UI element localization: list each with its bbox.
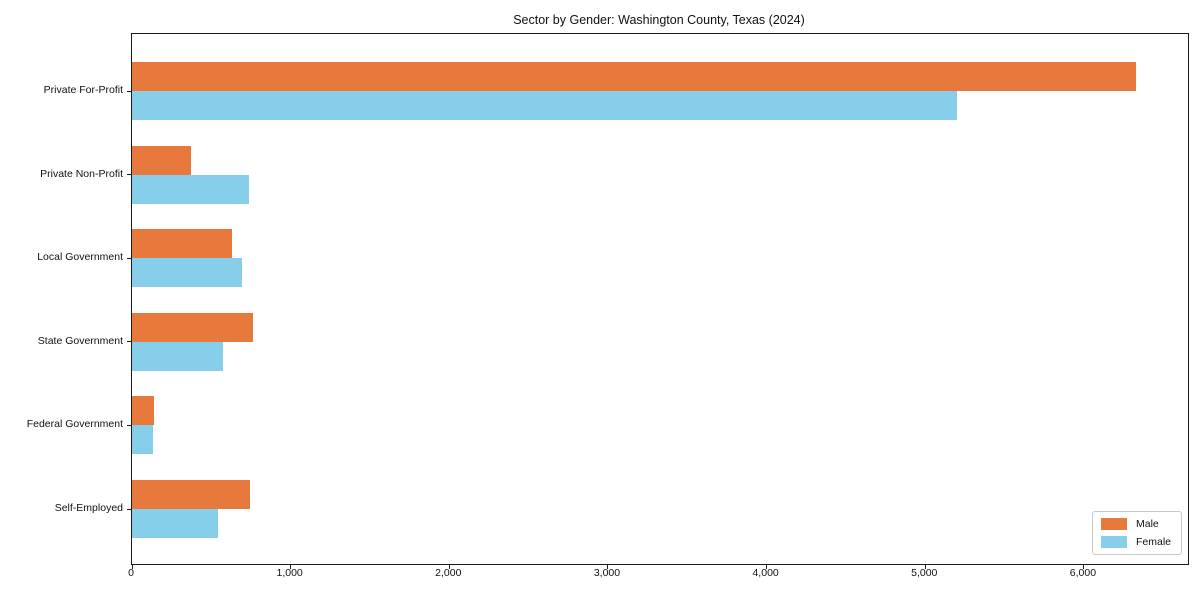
category-label: Local Government — [37, 251, 123, 264]
x-tick-mark — [607, 565, 609, 569]
category-label: Self-Employed — [54, 502, 123, 514]
legend: Male Female — [1091, 511, 1182, 555]
x-tick-label: 0 — [128, 567, 134, 579]
x-tick-label: 2,000 — [435, 567, 462, 579]
x-tick-mark — [131, 565, 133, 569]
bar-female-private-for-profit — [132, 91, 957, 120]
bar-female-private-non-profit — [132, 174, 250, 204]
bar-female-local-government — [132, 258, 243, 288]
y-tick-mark — [127, 341, 131, 343]
x-tick-label: 1,000 — [276, 567, 303, 579]
bar-male-private-for-profit — [132, 62, 1137, 91]
bar-female-self-employed — [132, 509, 218, 538]
category-label: Private For-Profit — [43, 84, 123, 96]
x-tick-mark — [924, 565, 926, 569]
chart-title: Sector by Gender: Washington County, Tex… — [513, 13, 805, 27]
category-label: Private Non-Profit — [40, 167, 123, 180]
bar-male-local-government — [132, 229, 232, 259]
y-tick-mark — [127, 508, 131, 510]
y-axis-labels: Private For-Profit Private Non-Profit Loca… — [0, 33, 123, 563]
y-tick-mark — [127, 424, 131, 426]
legend-item-female: Female — [1100, 536, 1171, 548]
x-tick-label: 6,000 — [1069, 567, 1097, 579]
y-tick-mark — [127, 257, 131, 259]
x-tick-mark — [290, 565, 292, 569]
bar-male-state-government — [132, 312, 253, 342]
legend-label-male: Male — [1135, 518, 1159, 530]
legend-swatch — [1100, 536, 1127, 548]
bar-female-federal-government — [132, 425, 153, 455]
x-tick-label: 3,000 — [593, 567, 621, 579]
category-label: State Government — [37, 334, 123, 347]
plot-area: Male Female — [127, 33, 1189, 569]
y-tick-mark — [127, 174, 131, 176]
x-axis-labels: 0 1,000 2,000 3,000 4,000 5,000 6,000 — [128, 567, 1187, 583]
x-tick-mark — [766, 565, 768, 569]
y-tick-mark — [127, 90, 131, 92]
legend-label-female: Female — [1135, 536, 1171, 548]
legend-item-male: Male — [1100, 518, 1171, 530]
x-tick-mark — [448, 565, 450, 569]
bar-male-federal-government — [132, 396, 155, 426]
x-tick-label: 4,000 — [752, 567, 779, 579]
bar-female-state-government — [132, 341, 224, 371]
legend-swatch — [1100, 518, 1127, 530]
x-tick-mark — [1083, 565, 1085, 569]
bar-male-private-non-profit — [132, 145, 192, 175]
bar-male-self-employed — [132, 480, 251, 509]
category-label: Federal Government — [26, 418, 123, 431]
x-tick-label: 5,000 — [911, 567, 938, 579]
